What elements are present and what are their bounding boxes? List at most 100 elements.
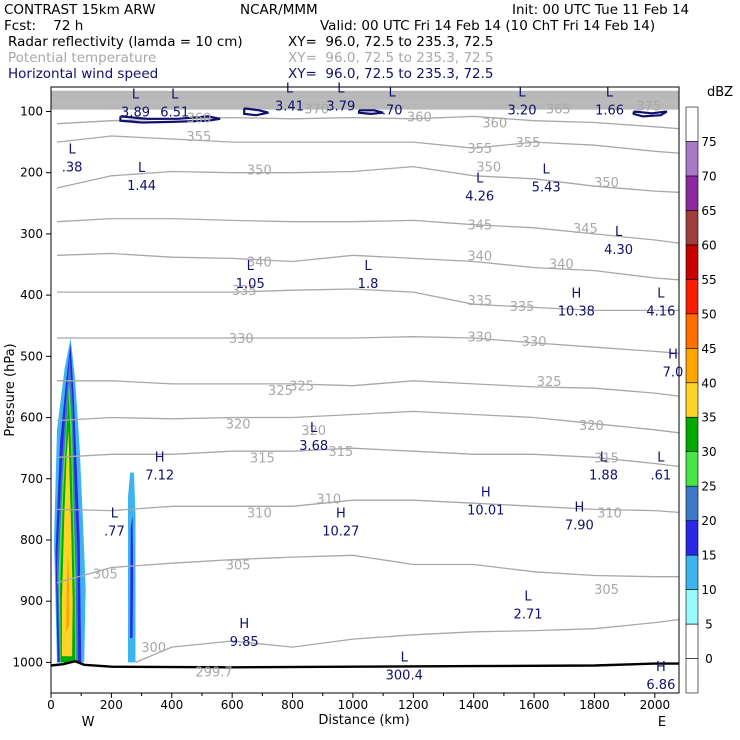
field-xy-reflectivity: XY= 96.0, 72.5 to 235.3, 72.5 — [288, 34, 494, 50]
extremum-value-18: 7.12 — [145, 468, 174, 483]
reflectivity-cell-8 — [130, 515, 134, 638]
extremum-symbol-16: H — [668, 348, 678, 363]
extremum-symbol-15: L — [657, 286, 665, 301]
theta-contours — [56, 115, 679, 663]
theta-label-25: 345 — [467, 219, 492, 234]
extremum-symbol-25: L — [524, 589, 532, 604]
extremum-value-26: 9.85 — [230, 635, 259, 650]
theta-label-12: 320 — [579, 419, 604, 434]
extremum-value-24: 7.90 — [565, 519, 594, 534]
y-tick-label-1000: 1000 — [12, 655, 43, 669]
extremum-symbol-6: L — [606, 86, 614, 101]
theta-label-3: 300 — [141, 641, 166, 656]
colorbar-label-40: 40 — [701, 376, 716, 390]
y-tick-label-300: 300 — [20, 227, 43, 241]
colorbar-swatch-0 — [685, 658, 699, 694]
colorbar-label-70: 70 — [701, 169, 716, 183]
extremum-symbol-26: H — [239, 617, 249, 632]
theta-label-23: 340 — [467, 249, 492, 264]
wind-contours — [119, 107, 668, 124]
theta-contour-325 — [57, 380, 679, 397]
theta-label-1: 305 — [226, 558, 251, 573]
colorbar-swatch-2 — [685, 589, 699, 625]
extremum-symbol-5: L — [518, 86, 526, 101]
colorbar-label-5: 5 — [705, 618, 713, 632]
theta-label-10: 320 — [226, 418, 251, 433]
colorbar-label-20: 20 — [701, 514, 716, 528]
theta-contour-350 — [56, 165, 679, 193]
theta-label-8: 315 — [328, 445, 353, 460]
header-line2-right: Valid: 00 UTC Fri 14 Feb 14 (10 ChT Fri … — [320, 18, 656, 34]
theta-contour-345 — [56, 217, 679, 244]
field-name-wind: Horizontal wind speed — [8, 66, 159, 82]
extremum-symbol-11: L — [615, 225, 623, 240]
theta-label-31: 355 — [467, 142, 492, 157]
extremum-value-7: .38 — [62, 161, 83, 176]
terrain-line — [50, 659, 679, 669]
x-tick-label-800: 800 — [281, 698, 304, 712]
colorbar-swatch-16 — [685, 106, 699, 142]
x-axis-east-label: E — [658, 715, 666, 730]
extremum-value-14: 10.38 — [558, 304, 595, 319]
x-tick-label-1400: 1400 — [458, 698, 489, 712]
plot-frame — [50, 86, 680, 694]
extremum-value-21: 10.01 — [467, 503, 504, 518]
wind-contour-3 — [632, 110, 668, 118]
extremum-symbol-22: L — [111, 507, 119, 522]
extremum-value-22: .77 — [104, 525, 125, 540]
field-xy-wind: XY= 96.0, 72.5 to 235.3, 72.5 — [288, 66, 494, 82]
theta-label-32: 355 — [516, 136, 541, 151]
colorbar-label-50: 50 — [701, 307, 716, 321]
extremum-symbol-13: L — [364, 259, 372, 274]
x-tick-label-200: 200 — [100, 698, 123, 712]
reflectivity-shading — [54, 338, 136, 663]
theta-label-2: 305 — [594, 583, 619, 598]
theta-label-0: 305 — [93, 568, 118, 583]
y-axis: 100 200 300 400 500 600 700 800 900 1000 — [12, 104, 51, 669]
theta-label-36: 370 — [304, 102, 329, 117]
extremum-value-20: .61 — [651, 468, 672, 483]
theta-label-18: 330 — [522, 335, 547, 350]
theta-contour-340 — [56, 252, 679, 281]
y-tick-label-600: 600 — [20, 411, 43, 425]
theta-contour-315 — [56, 447, 679, 468]
extremum-value-12: 1.05 — [236, 277, 265, 292]
x-tick-label-400: 400 — [160, 698, 183, 712]
colorbar-swatch-15 — [685, 141, 699, 177]
theta-label-13: 325 — [268, 384, 293, 399]
extremum-symbol-19: L — [600, 450, 608, 465]
x-tick-label-0: 0 — [47, 698, 55, 712]
colorbar-label-45: 45 — [701, 342, 716, 356]
field-name-reflectivity: Radar reflectivity (lamda = 10 cm) — [8, 34, 243, 50]
theta-label-14: 325 — [289, 380, 314, 395]
extremum-symbol-8: L — [138, 161, 146, 176]
extremum-symbol-12: L — [247, 259, 255, 274]
theta-label-38: 360 — [187, 112, 212, 127]
y-tick-label-900: 900 — [20, 594, 43, 608]
terrain-surface — [50, 659, 679, 669]
theta-label-15: 325 — [537, 375, 562, 390]
extremum-value-28: 6.86 — [646, 678, 675, 693]
extremum-symbol-24: H — [574, 501, 584, 516]
extremum-value-17: 3.68 — [299, 439, 328, 454]
y-tick-label-100: 100 — [20, 104, 43, 118]
extremum-symbol-2: L — [286, 81, 294, 96]
theta-label-33: 360 — [407, 110, 432, 125]
colorbar-swatch-11 — [685, 279, 699, 315]
theta-label-30: 355 — [187, 130, 212, 145]
extremum-symbol-7: L — [69, 143, 77, 158]
colorbar-swatch-3 — [685, 554, 699, 590]
colorbar-swatch-9 — [685, 347, 699, 384]
extremum-value-23: 10.27 — [322, 525, 359, 540]
colorbar-swatch-13 — [685, 210, 699, 246]
y-tick-label-500: 500 — [20, 349, 43, 363]
colorbar-swatch-12 — [685, 244, 699, 280]
extremum-symbol-3: L — [337, 81, 345, 96]
theta-label-27: 350 — [247, 164, 272, 179]
theta-label-22: 340 — [247, 255, 272, 270]
extremum-value-5: 3.20 — [508, 104, 537, 119]
extremum-value-16: 7.0 — [663, 366, 684, 381]
theta-contour-355 — [56, 135, 679, 154]
